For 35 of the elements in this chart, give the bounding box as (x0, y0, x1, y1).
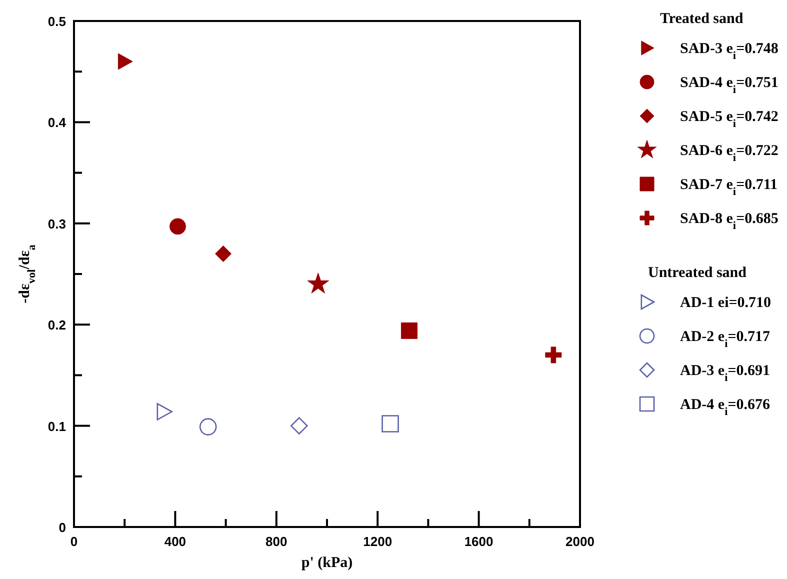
legend-label: SAD-4 e$_{i}$=0.751 (680, 75, 778, 96)
legend-label: SAD-8 e$_{i}$=0.685 (680, 211, 778, 232)
point (215, 246, 232, 262)
legend-label: AD-4 e$_{i}$=0.676 (680, 397, 771, 418)
x-tick-label: 0 (70, 534, 78, 549)
legend-label: SAD-3 e$_{i}$=0.748 (680, 41, 778, 62)
y-tick-label: 0.3 (48, 216, 66, 232)
y-tick-label: 0.5 (48, 14, 66, 29)
text: Treated sand (660, 11, 744, 27)
legend-label: AD-3 e$_{i}$=0.691 (680, 363, 770, 384)
x-tick-label: 400 (164, 534, 186, 549)
x-tick-label: 1600 (464, 534, 494, 549)
legend-label: AD-1 ei=0.710 (680, 295, 772, 311)
x-tick-label: 800 (266, 534, 288, 549)
point (307, 272, 330, 294)
x-axis-title: p' (kPa) (301, 555, 353, 571)
y-tick-label: 0 (58, 520, 66, 535)
point (382, 415, 399, 432)
legend-label: SAD-5 e$_{i}$=0.742 (680, 109, 778, 130)
point (545, 346, 562, 364)
y-tick-label: 0.1 (48, 418, 66, 434)
point (169, 218, 186, 235)
y-tick-label: 0.2 (48, 318, 66, 333)
point (400, 322, 418, 339)
x-tick-label: 1200 (363, 534, 392, 549)
point (118, 53, 133, 70)
legend-label: AD-2 e$_{i}$=0.717 (680, 329, 771, 350)
legend-label: SAD-7 e$_{i}$=0.711 (680, 177, 778, 198)
legend-label: SAD-6 e$_{i}$=0.722 (680, 143, 778, 164)
point (290, 417, 308, 434)
point (156, 402, 172, 420)
x-tick-label: 2000 (566, 534, 594, 549)
y-tick-label: 0.4 (48, 115, 67, 130)
point (199, 418, 217, 436)
text: Untreated sand (648, 265, 748, 281)
